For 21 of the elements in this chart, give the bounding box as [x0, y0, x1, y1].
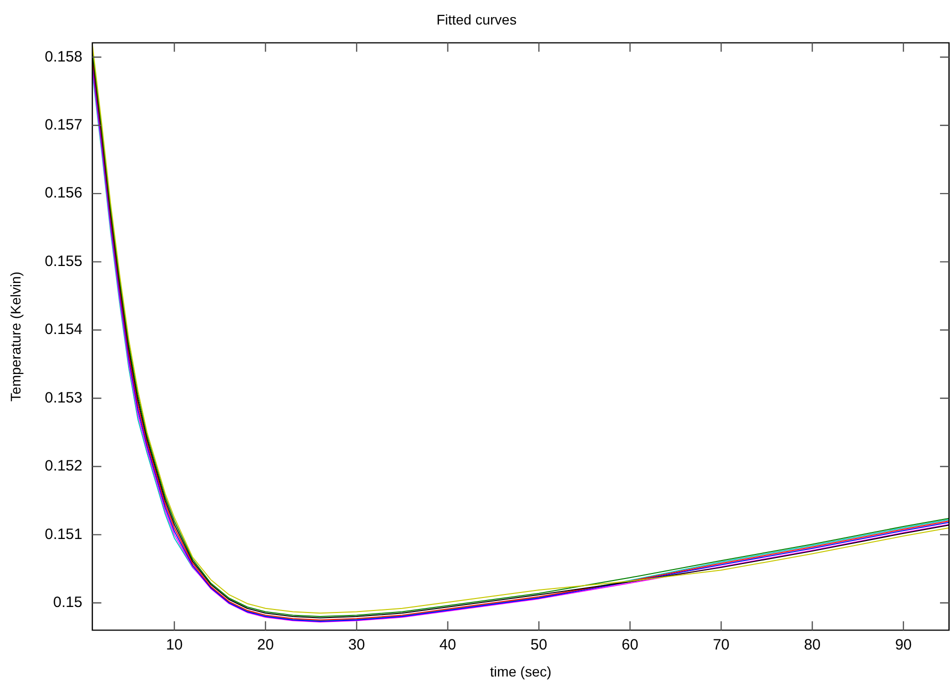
x-tick-label: 90	[895, 636, 912, 654]
y-tick-label: 0.156	[44, 184, 82, 202]
y-tick-label: 0.157	[44, 116, 82, 134]
chart-title: Fitted curves	[436, 11, 517, 28]
x-tick-label: 80	[804, 636, 821, 654]
y-axis-title: Temperature (Kelvin)	[7, 272, 24, 402]
y-tick-label: 0.153	[44, 389, 82, 406]
x-tick-label: 40	[439, 636, 456, 654]
y-tick-label: 0.154	[44, 321, 82, 338]
y-tick-label: 0.158	[44, 48, 82, 66]
y-tick-label: 0.155	[44, 252, 82, 270]
y-tick-label: 0.151	[44, 526, 82, 543]
x-tick-label: 60	[622, 636, 638, 654]
y-tick-label: 0.15	[53, 594, 82, 612]
x-tick-label: 30	[348, 636, 365, 654]
x-tick-label: 20	[257, 636, 274, 654]
x-tick-label: 70	[712, 636, 730, 654]
x-tick-label: 10	[166, 636, 183, 654]
y-tick-label: 0.152	[44, 458, 82, 475]
x-axis-title: time (sec)	[490, 663, 552, 680]
x-tick-label: 50	[530, 636, 548, 654]
